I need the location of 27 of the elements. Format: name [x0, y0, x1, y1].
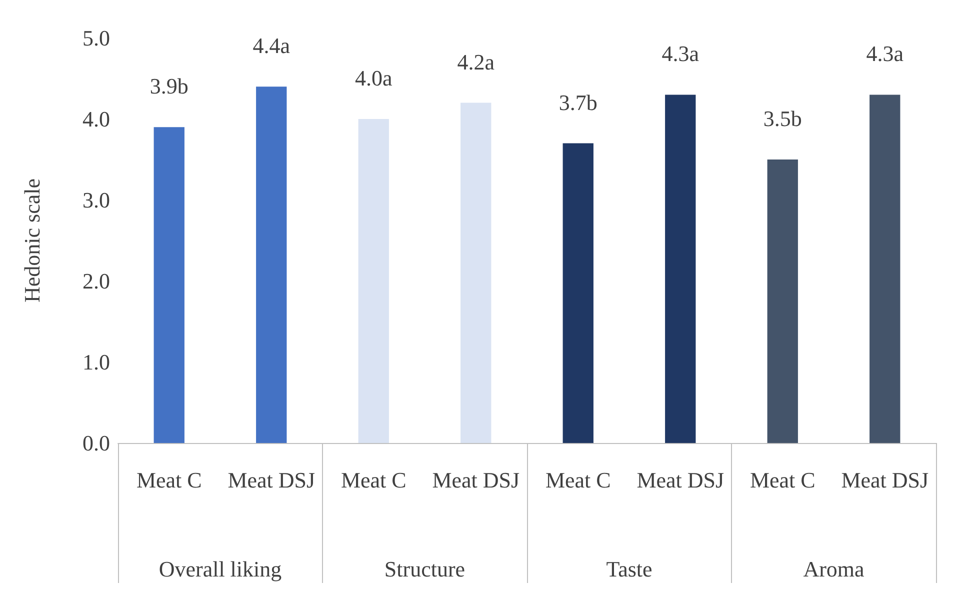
- data-label: 3.5b: [763, 106, 802, 131]
- text: Meat DSJ: [841, 468, 929, 492]
- data-label: 3.9b: [150, 74, 188, 99]
- text: Meat C: [340, 468, 406, 492]
- y-tick-label: 4.0: [82, 106, 110, 132]
- y-tick-label: 1.0: [82, 350, 110, 374]
- series-label: Meat DSJ: [228, 468, 316, 492]
- x-tick-label: Overall liking: [158, 556, 282, 582]
- y-tick-label: 0.0: [82, 430, 110, 456]
- data-label: 4.2a: [457, 49, 495, 74]
- text: Meat DSJ: [432, 468, 520, 492]
- data-label: 3.7b: [558, 90, 598, 115]
- y-tick-label: 5.0: [82, 26, 110, 50]
- x-tick-label: Structure: [384, 556, 466, 582]
- text: Meat DSJ: [636, 468, 724, 492]
- x-tick-label: Aroma: [803, 556, 865, 582]
- data-label: 4.4a: [252, 33, 290, 58]
- data-label: 4.3a: [866, 41, 904, 66]
- y-tick-label: 2.0: [82, 268, 110, 294]
- data-label: 4.0a: [354, 66, 392, 90]
- y-tick-label: 3.0: [82, 188, 110, 212]
- series-label: Meat C: [136, 468, 202, 492]
- data-label: 4.3a: [662, 41, 700, 66]
- x-tick-label: Taste: [606, 556, 652, 582]
- text: Meat C: [545, 468, 611, 492]
- y-axis-title: Hedonic scale: [20, 178, 44, 302]
- text: Meat C: [750, 468, 816, 492]
